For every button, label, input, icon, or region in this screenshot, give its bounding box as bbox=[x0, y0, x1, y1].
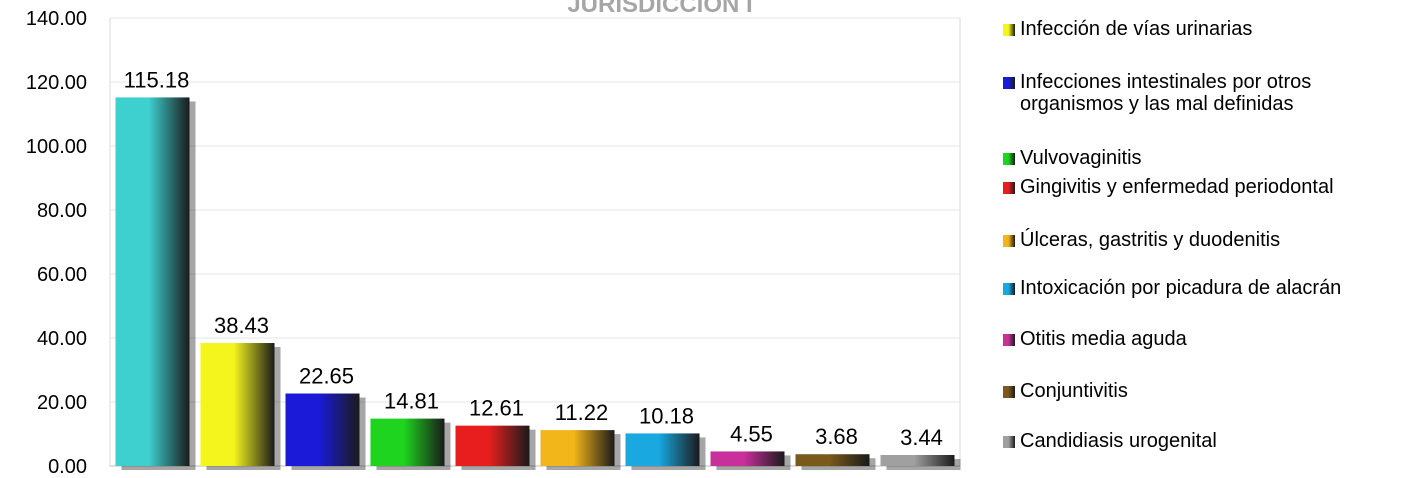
data-label: 14.81 bbox=[384, 389, 439, 414]
legend-item: Candidiasis urogenital bbox=[1003, 430, 1420, 452]
legend-swatch bbox=[1003, 77, 1015, 89]
y-tick-label: 100.00 bbox=[26, 136, 87, 158]
data-labels: 115.18 38.43 22.65 14.81 12.61 11.22 10.18 4.55… bbox=[124, 67, 943, 450]
legend-label: Infecciones intestinales por otros organ… bbox=[1020, 71, 1312, 115]
data-label: 22.65 bbox=[299, 364, 354, 389]
bar bbox=[200, 343, 275, 466]
y-axis-ticks: 0.00 20.00 40.00 60.00 80.00 100.00 120.00 140.… bbox=[26, 8, 87, 478]
legend-label: Conjuntivitis bbox=[1020, 380, 1128, 402]
legend-label: Gingivitis y enfermedad periodontal bbox=[1020, 176, 1334, 198]
y-tick-label: 60.00 bbox=[37, 264, 87, 286]
data-label: 10.18 bbox=[639, 403, 694, 428]
y-tick-label: 40.00 bbox=[37, 328, 87, 350]
data-label: 12.61 bbox=[469, 396, 524, 421]
data-label: 38.43 bbox=[214, 313, 269, 338]
legend-swatch bbox=[1003, 386, 1015, 398]
legend-swatch bbox=[1003, 334, 1015, 346]
legend-item: Infecciones intestinales por otros organ… bbox=[1003, 71, 1340, 115]
bar bbox=[370, 418, 445, 466]
legend-item: Intoxicación por picadura de alacrán bbox=[1003, 277, 1420, 299]
bar bbox=[115, 97, 190, 466]
bar bbox=[710, 451, 785, 466]
legend-item: Infección de vías urinarias bbox=[1003, 18, 1420, 40]
legend-label: Otitis media aguda bbox=[1020, 328, 1187, 350]
legend-item: Úlceras, gastritis y duodenitis bbox=[1003, 229, 1420, 251]
data-label: 4.55 bbox=[730, 421, 773, 446]
bar bbox=[795, 454, 870, 466]
legend-item: Vulvovaginitis bbox=[1003, 147, 1420, 169]
bar bbox=[285, 393, 360, 466]
legend-item: Otitis media aguda bbox=[1003, 328, 1420, 350]
legend-label: Candidiasis urogenital bbox=[1020, 430, 1217, 452]
y-tick-label: 0.00 bbox=[48, 456, 87, 478]
bar bbox=[625, 433, 700, 466]
bars bbox=[115, 97, 961, 470]
legend-swatch bbox=[1003, 24, 1015, 36]
legend-label: Infección de vías urinarias bbox=[1020, 18, 1253, 40]
legend-swatch bbox=[1003, 436, 1015, 448]
legend-item: Conjuntivitis bbox=[1003, 380, 1420, 402]
bar bbox=[455, 425, 530, 466]
y-tick-label: 120.00 bbox=[26, 72, 87, 94]
data-label: 11.22 bbox=[555, 400, 608, 425]
y-tick-label: 20.00 bbox=[37, 392, 87, 414]
legend-swatch bbox=[1003, 153, 1015, 165]
y-tick-label: 80.00 bbox=[37, 200, 87, 222]
legend-swatch bbox=[1003, 182, 1015, 194]
chart-title: JURISDICCIÓN I bbox=[567, 0, 752, 18]
bar bbox=[540, 430, 615, 466]
legend-item: Gingivitis y enfermedad periodontal bbox=[1003, 176, 1420, 198]
data-label: 3.68 bbox=[815, 424, 858, 449]
y-tick-label: 140.00 bbox=[26, 8, 87, 30]
legend-swatch bbox=[1003, 235, 1015, 247]
legend-label: Intoxicación por picadura de alacrán bbox=[1020, 277, 1342, 299]
legend-swatch bbox=[1003, 283, 1015, 295]
data-label: 3.44 bbox=[900, 425, 943, 450]
legend-label: Vulvovaginitis bbox=[1020, 147, 1142, 169]
legend-label: Úlceras, gastritis y duodenitis bbox=[1020, 229, 1281, 251]
legend: Infección de vías urinarias Infecciones i… bbox=[1003, 0, 1424, 478]
bar bbox=[880, 454, 955, 466]
data-label: 115.18 bbox=[124, 67, 190, 92]
